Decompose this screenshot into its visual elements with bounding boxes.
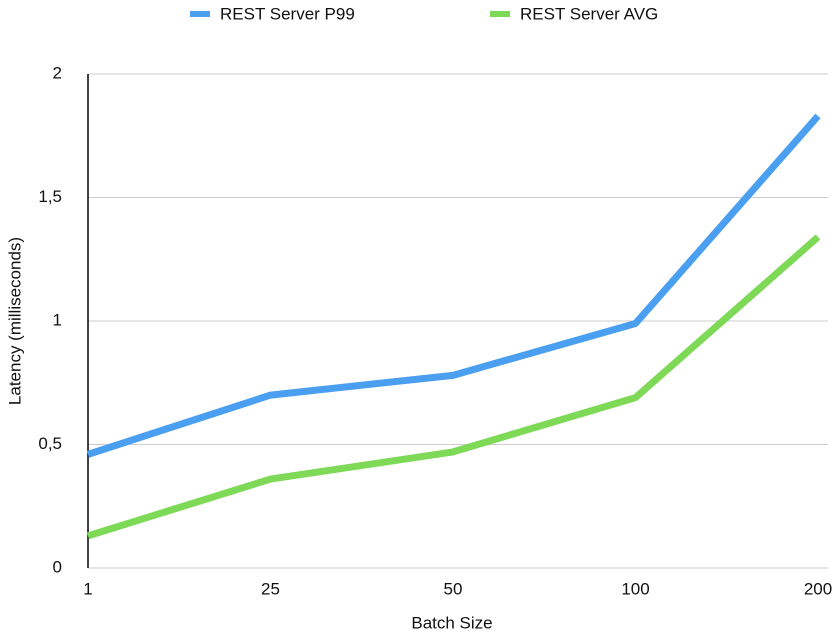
series-line (86, 234, 821, 540)
y-tick-label: 0 (53, 557, 62, 576)
y-tick-label: 1,5 (38, 187, 62, 206)
y-tick-label: 2 (53, 63, 62, 82)
x-axis-label: Batch Size (411, 613, 492, 632)
y-tick-label: 1 (53, 310, 62, 329)
x-tick-label: 1 (83, 579, 92, 598)
y-tick-label: 0,5 (38, 434, 62, 453)
x-tick-label: 100 (621, 579, 649, 598)
legend-label: REST Server AVG (520, 4, 658, 23)
x-tick-label: 200 (804, 579, 832, 598)
legend-label: REST Server P99 (220, 4, 355, 23)
x-tick-label: 50 (444, 579, 463, 598)
series-line (86, 113, 821, 458)
x-tick-label: 25 (261, 579, 280, 598)
y-axis-label: Latency (milliseconds) (5, 237, 24, 405)
